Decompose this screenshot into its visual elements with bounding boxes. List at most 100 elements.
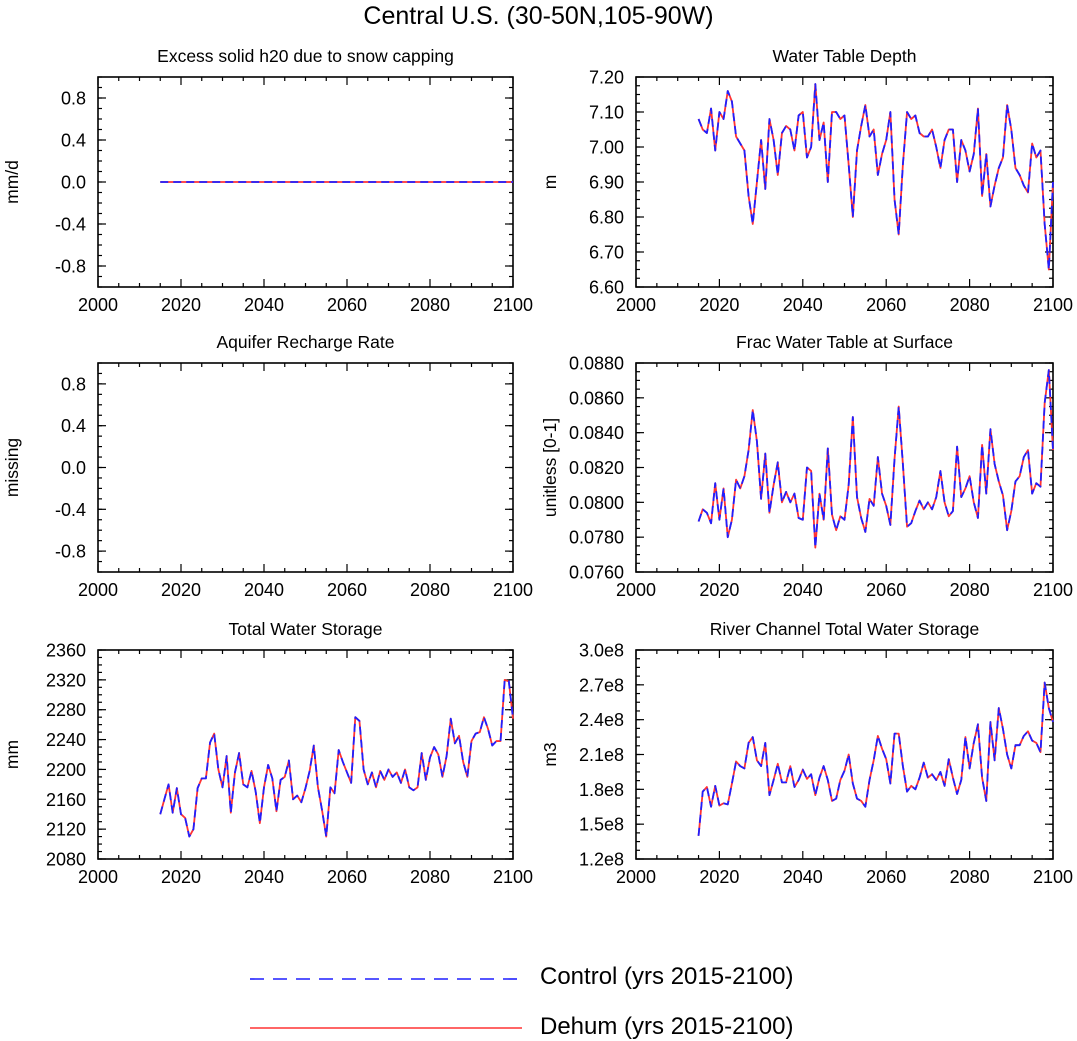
tick-marks	[635, 362, 1054, 573]
chart-panel-4: Frac Water Table at Surface unitless [0-1…	[540, 332, 1073, 600]
y-tick-label: 0.0	[61, 458, 86, 478]
y-tick-label: 0.8	[61, 374, 86, 394]
y-axis-label: unitless [0-1]	[540, 418, 560, 517]
y-tick-label: 1.5e8	[579, 815, 624, 835]
x-tick-label: 2080	[410, 867, 450, 887]
tick-marks	[635, 76, 1054, 288]
x-tick-label: 2060	[866, 580, 906, 600]
y-tick-label: 1.2e8	[579, 850, 624, 870]
y-axis-label: mm	[2, 740, 22, 769]
chart-panel-6: River Channel Total Water Storage m3 2000 2…	[540, 619, 1073, 887]
y-tick-label: 0.0	[61, 173, 86, 193]
x-tick-label: 2000	[616, 580, 656, 600]
tick-marks	[635, 649, 1054, 860]
y-axis-label: missing	[2, 438, 22, 497]
y-axis-label: mm/d	[2, 160, 22, 204]
y-tick-label: 6.80	[589, 208, 624, 228]
tick-marks	[97, 649, 514, 860]
x-tick-label: 2080	[410, 580, 450, 600]
chart-title: Total Water Storage	[228, 619, 382, 639]
legend-label-dehum: Dehum (yrs 2015-2100)	[540, 1013, 794, 1040]
legend-label-control: Control (yrs 2015-2100)	[540, 963, 794, 990]
x-tick-label: 2100	[493, 580, 533, 600]
x-tick-label: 2020	[699, 295, 739, 315]
y-tick-label: 2280	[46, 700, 86, 720]
y-tick-label: 2200	[46, 760, 86, 780]
series-line-dehum	[697, 681, 1054, 836]
y-tick-label: 2360	[46, 641, 86, 661]
x-tick-label: 2060	[866, 295, 906, 315]
y-tick-label: 2240	[46, 730, 86, 750]
x-tick-label: 2020	[161, 580, 201, 600]
x-tick-label: 2020	[161, 867, 201, 887]
x-tick-label: 2040	[244, 295, 284, 315]
y-axis-label: m	[540, 175, 560, 190]
y-tick-label: -0.8	[55, 257, 86, 277]
x-tick-label: 2100	[493, 295, 533, 315]
legend	[250, 978, 522, 1029]
x-tick-label: 2100	[1033, 867, 1073, 887]
y-tick-label: 2.4e8	[579, 710, 624, 730]
y-axis-label: m3	[540, 742, 560, 766]
x-tick-label: 2080	[950, 867, 990, 887]
x-tick-label: 2020	[699, 867, 739, 887]
x-tick-label: 2060	[327, 580, 367, 600]
y-tick-label: 0.0780	[569, 528, 624, 548]
y-tick-label: 2160	[46, 790, 86, 810]
x-tick-label: 2100	[1033, 580, 1073, 600]
page-title: Central U.S. (30-50N,105-90W)	[363, 2, 714, 30]
chart-panel-1: Excess solid h20 due to snow capping mm/d…	[2, 46, 533, 315]
series-line-control	[697, 83, 1054, 271]
tick-marks	[97, 362, 514, 573]
y-tick-label: 0.0760	[569, 563, 624, 583]
series-line-control	[697, 369, 1054, 549]
x-tick-label: 2040	[783, 580, 823, 600]
x-tick-label: 2000	[616, 295, 656, 315]
x-tick-label: 2000	[78, 580, 118, 600]
y-tick-label: 1.8e8	[579, 780, 624, 800]
y-tick-label: 2080	[46, 850, 86, 870]
series-line-dehum	[697, 369, 1054, 549]
y-tick-label: 0.4	[61, 131, 86, 151]
x-tick-label: 2040	[244, 867, 284, 887]
y-tick-label: 6.70	[589, 243, 624, 263]
series-line-dehum	[159, 678, 514, 838]
x-tick-label: 2020	[699, 580, 739, 600]
x-tick-label: 2000	[78, 295, 118, 315]
series-line-control	[697, 681, 1054, 836]
chart-title: Frac Water Table at Surface	[736, 332, 953, 352]
y-tick-label: -0.8	[55, 542, 86, 562]
x-tick-label: 2000	[78, 867, 118, 887]
y-tick-label: 0.0880	[569, 354, 624, 374]
plot-frame	[97, 649, 514, 860]
y-tick-label: 6.90	[589, 173, 624, 193]
x-tick-label: 2060	[327, 295, 367, 315]
y-tick-label: 3.0e8	[579, 641, 624, 661]
x-tick-label: 2040	[783, 295, 823, 315]
y-tick-label: 2120	[46, 820, 86, 840]
plot-frame	[635, 76, 1054, 288]
x-tick-label: 2100	[1033, 295, 1073, 315]
x-tick-label: 2040	[783, 867, 823, 887]
y-tick-label: 2320	[46, 670, 86, 690]
chart-title: Excess solid h20 due to snow capping	[157, 46, 454, 66]
y-tick-label: 0.0860	[569, 388, 624, 408]
y-tick-label: 0.0820	[569, 458, 624, 478]
chart-panel-3: Aquifer Recharge Rate missing 2000 2020 2040…	[2, 332, 533, 600]
y-tick-label: -0.4	[55, 500, 86, 520]
y-tick-label: 0.0840	[569, 423, 624, 443]
chart-panel-2: Water Table Depth m 2000 2020 2040 2060 2080 21…	[540, 46, 1073, 315]
x-tick-label: 2080	[950, 295, 990, 315]
chart-title: Water Table Depth	[773, 46, 917, 66]
x-tick-label: 2080	[950, 580, 990, 600]
chart-title: Aquifer Recharge Rate	[216, 332, 394, 352]
chart-panel-5: Total Water Storage mm 2000 2020 2040 2060 208…	[2, 619, 533, 887]
y-tick-label: 0.0800	[569, 493, 624, 513]
y-tick-label: 0.8	[61, 89, 86, 109]
x-tick-label: 2100	[493, 867, 533, 887]
plot-frame	[635, 362, 1054, 573]
x-tick-label: 2060	[866, 867, 906, 887]
y-tick-label: 2.1e8	[579, 745, 624, 765]
series-line-dehum	[697, 83, 1054, 271]
x-tick-label: 2000	[616, 867, 656, 887]
